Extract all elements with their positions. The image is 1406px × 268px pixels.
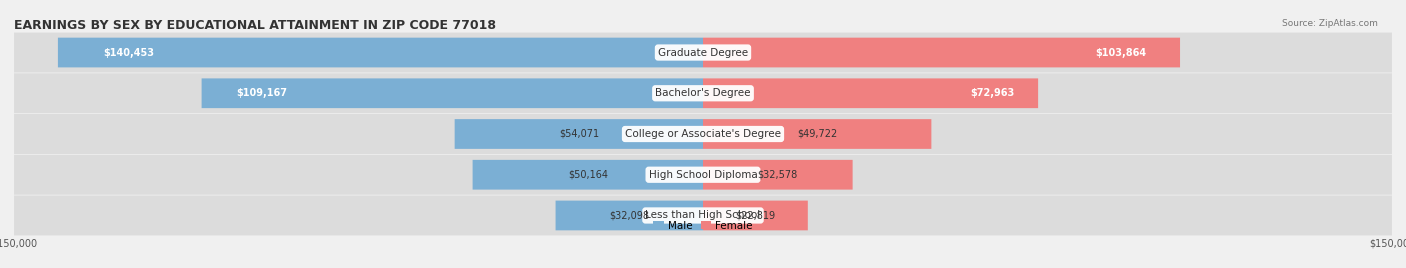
FancyBboxPatch shape xyxy=(454,119,703,149)
Text: Source: ZipAtlas.com: Source: ZipAtlas.com xyxy=(1282,19,1378,28)
Text: $140,453: $140,453 xyxy=(103,47,155,58)
FancyBboxPatch shape xyxy=(14,33,1392,72)
Text: $49,722: $49,722 xyxy=(797,129,838,139)
FancyBboxPatch shape xyxy=(14,114,1392,154)
FancyBboxPatch shape xyxy=(703,79,1038,108)
Text: $32,578: $32,578 xyxy=(758,170,799,180)
FancyBboxPatch shape xyxy=(14,73,1392,113)
FancyBboxPatch shape xyxy=(703,119,931,149)
FancyBboxPatch shape xyxy=(58,38,703,67)
Text: Less than High School: Less than High School xyxy=(645,210,761,221)
FancyBboxPatch shape xyxy=(14,196,1392,235)
Text: $22,819: $22,819 xyxy=(735,210,776,221)
Text: Bachelor's Degree: Bachelor's Degree xyxy=(655,88,751,98)
FancyBboxPatch shape xyxy=(555,201,703,230)
Legend: Male, Female: Male, Female xyxy=(650,216,756,235)
FancyBboxPatch shape xyxy=(703,38,1180,67)
Text: $32,098: $32,098 xyxy=(609,210,650,221)
Text: College or Associate's Degree: College or Associate's Degree xyxy=(626,129,780,139)
FancyBboxPatch shape xyxy=(472,160,703,189)
FancyBboxPatch shape xyxy=(14,155,1392,195)
FancyBboxPatch shape xyxy=(201,79,703,108)
Text: Graduate Degree: Graduate Degree xyxy=(658,47,748,58)
Text: EARNINGS BY SEX BY EDUCATIONAL ATTAINMENT IN ZIP CODE 77018: EARNINGS BY SEX BY EDUCATIONAL ATTAINMEN… xyxy=(14,19,496,32)
Text: $54,071: $54,071 xyxy=(558,129,599,139)
Text: $50,164: $50,164 xyxy=(568,170,607,180)
FancyBboxPatch shape xyxy=(703,160,852,189)
Text: High School Diploma: High School Diploma xyxy=(648,170,758,180)
Text: $103,864: $103,864 xyxy=(1095,47,1147,58)
Text: $109,167: $109,167 xyxy=(236,88,288,98)
FancyBboxPatch shape xyxy=(703,201,808,230)
Text: $72,963: $72,963 xyxy=(970,88,1015,98)
